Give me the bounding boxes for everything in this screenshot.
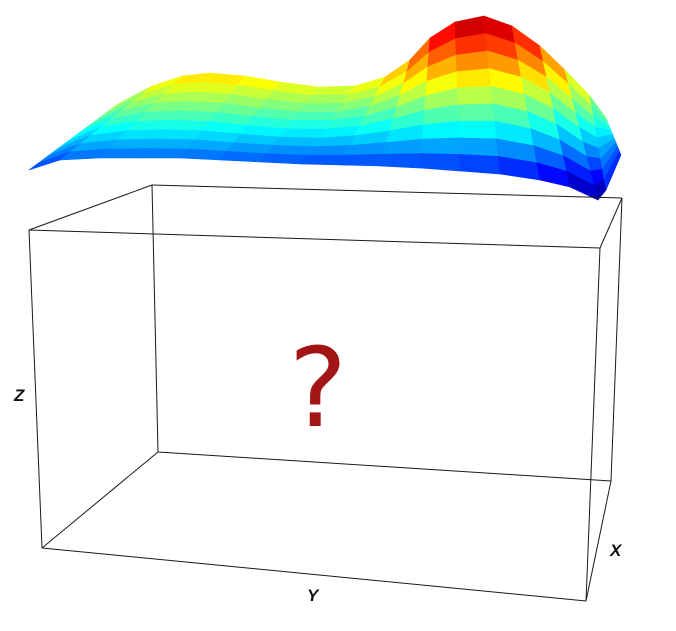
surface-patch [139,148,188,159]
surface-patch [298,102,344,113]
box-edge-right-bottom [585,480,612,602]
surface-patch [259,153,307,165]
box-edge-back-bottom [157,451,612,482]
surface-patch [278,128,325,139]
box-edge-back-top [151,184,623,199]
box-edge-front-right [585,247,601,602]
surface-patch [339,153,384,167]
surface-patch [170,110,217,122]
y-axis-label: Y [307,586,320,605]
question-mark: ? [289,324,347,452]
surface-patch [456,68,492,89]
surface-patch [299,154,346,166]
box-edge-back-right [610,197,623,482]
box-edge-right-top [599,197,623,249]
surface-patch [456,85,494,106]
z-axis-label: Z [13,386,25,405]
surface-patch [458,137,499,157]
surface-patch [304,94,350,105]
box-edge-left-top [28,184,153,231]
surface-patch [420,137,460,155]
surface-patch [379,153,422,169]
surface-patch [178,100,224,113]
surface-patch [154,129,203,141]
surface-patch [310,85,356,96]
bounding-box [28,184,623,602]
box-edge-left-bottom [41,451,159,549]
surface-patch [603,150,622,192]
surface-patch [457,121,497,140]
surface-patch [147,138,196,150]
surface-patch [285,119,332,130]
surface-patch [291,111,338,122]
surface-patch [455,50,490,73]
box-edge-back-left [151,184,159,453]
x-axis-label: X [609,541,623,560]
surface-patch [457,103,496,122]
box-edge-front-top [28,229,601,249]
floating-surface [28,15,622,201]
box-edge-front-left [28,229,43,549]
surface-patch [305,145,351,156]
box-edge-front-bottom [41,547,587,602]
surface-patch [459,154,501,175]
surface-patch [162,119,210,132]
surface-patch [419,153,461,172]
